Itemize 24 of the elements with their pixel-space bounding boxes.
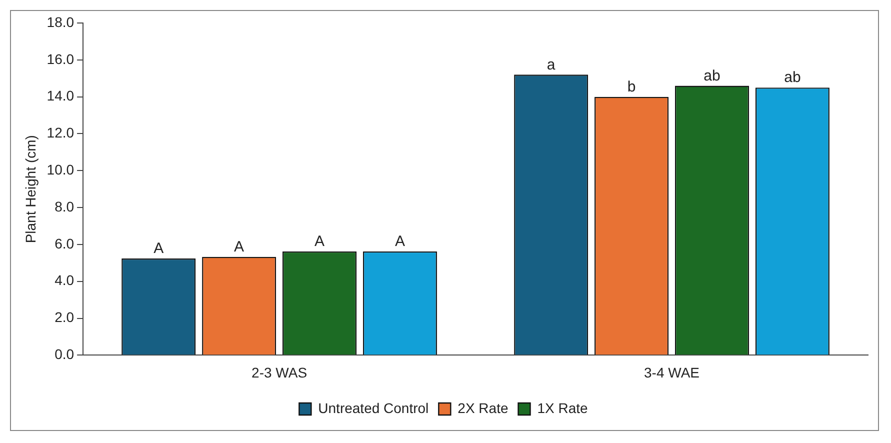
y-tick-label: 16.0 (46, 50, 74, 67)
x-tick-label: 3-4 WAE (644, 364, 700, 380)
data-label: A (314, 233, 325, 250)
y-tick-label: 14.0 (46, 88, 74, 104)
y-tick-label: 18.0 (46, 14, 74, 30)
data-label: A (234, 238, 244, 256)
legend-label: 2X Rate (458, 400, 508, 416)
y-tick-label: 2.0 (54, 309, 74, 326)
legend-label: 1X Rate (537, 400, 588, 416)
y-tick-label: 0.0 (54, 346, 74, 362)
x-tick-label: 2-3 WAS (252, 364, 308, 380)
data-label: ab (784, 69, 801, 86)
y-tick-label: 6.0 (54, 235, 74, 252)
data-label: b (627, 78, 636, 96)
y-tick-label: 10.0 (46, 162, 74, 178)
y-axis-title: Plant Height (cm) (22, 135, 38, 244)
y-tick-label: 4.0 (54, 272, 74, 288)
legend-label: Untreated Control (318, 400, 429, 416)
data-label: ab (704, 67, 720, 84)
data-label: A (394, 233, 405, 250)
data-label: a (546, 56, 556, 74)
y-tick-label: 12.0 (46, 124, 74, 141)
data-label: A (154, 240, 164, 258)
y-tick-label: 8.0 (54, 198, 74, 214)
